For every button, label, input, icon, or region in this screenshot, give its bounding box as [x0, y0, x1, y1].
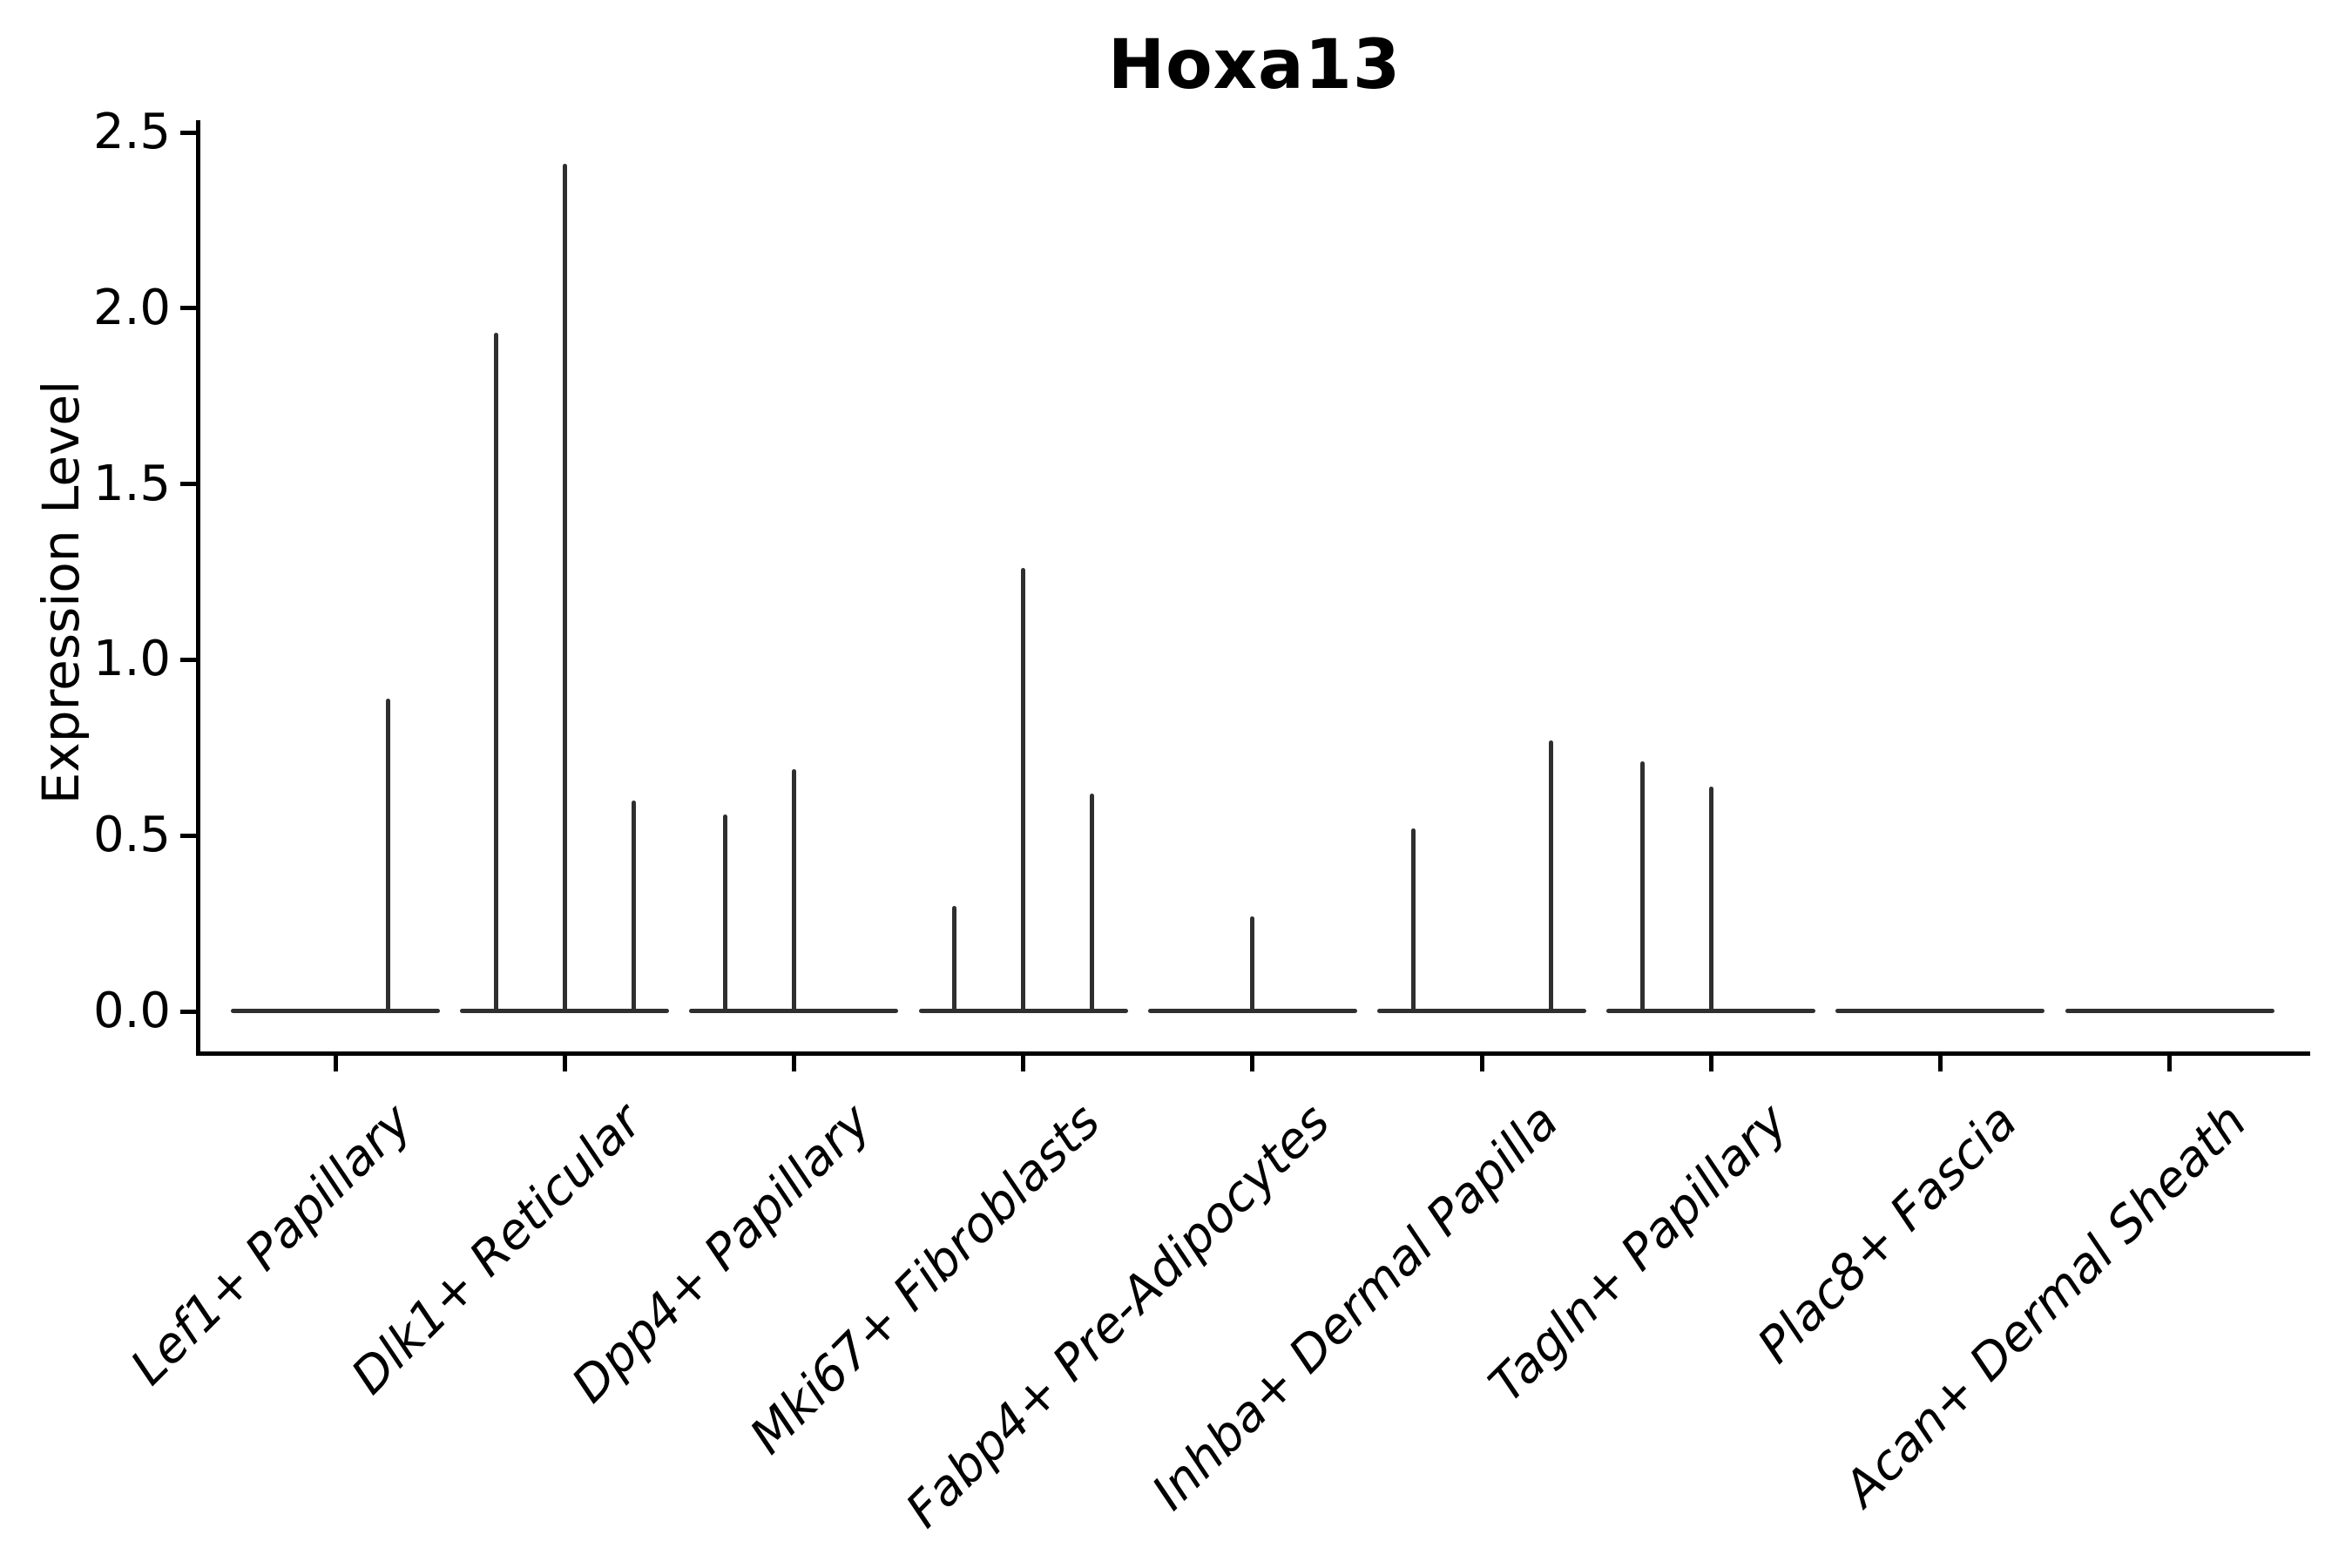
y-tick-mark	[180, 657, 196, 662]
violin-spike	[1021, 568, 1026, 1011]
violin-spike	[791, 768, 796, 1011]
chart-title: Hoxa13	[1107, 26, 1402, 105]
x-tick-mark	[1021, 1056, 1026, 1071]
y-tick-mark	[180, 833, 196, 838]
violin-spike	[1090, 793, 1095, 1011]
x-axis-spine	[196, 1051, 2310, 1056]
violin-zero-line	[1377, 1009, 1586, 1013]
y-tick-mark	[180, 130, 196, 135]
y-axis-spine	[196, 120, 200, 1056]
y-tick-label: 0.5	[92, 807, 171, 864]
y-tick-mark	[180, 1009, 196, 1014]
x-tick-mark	[1937, 1056, 1943, 1071]
violin-zero-line	[2065, 1009, 2274, 1013]
violin-zero-line	[1835, 1009, 2045, 1013]
violin-spike	[1548, 740, 1553, 1011]
y-tick-label: 1.5	[92, 455, 171, 512]
violin-spike	[1250, 916, 1255, 1011]
x-tick-mark	[333, 1056, 338, 1071]
violin-spike	[385, 698, 390, 1011]
x-tick-mark	[2167, 1056, 2173, 1071]
x-tick-mark	[1250, 1056, 1255, 1071]
y-tick-label: 2.5	[92, 104, 171, 160]
x-tick-mark	[791, 1056, 796, 1071]
violin-spike	[1708, 786, 1713, 1011]
y-tick-label: 2.0	[92, 279, 171, 336]
violin-spike	[562, 164, 567, 1011]
y-tick-mark	[180, 482, 196, 487]
y-tick-label: 1.0	[92, 631, 171, 688]
x-tick-label: Fabp4+ Pre-Adipocytes	[895, 1093, 1341, 1539]
x-tick-label: Acan+ Dermal Sheath	[1833, 1093, 2258, 1517]
violin-spike	[493, 333, 498, 1011]
x-tick-mark	[562, 1056, 567, 1071]
y-tick-mark	[180, 306, 196, 311]
violin-spike	[722, 814, 727, 1011]
violin-spike	[1639, 761, 1645, 1011]
x-tick-mark	[1708, 1056, 1713, 1071]
x-tick-label: Inhba+ Dermal Papilla	[1141, 1093, 1570, 1522]
violin-spike	[1410, 828, 1416, 1011]
violin-zero-line	[231, 1009, 440, 1013]
y-tick-label: 0.0	[92, 983, 171, 1039]
violin-spike	[952, 905, 957, 1011]
violin-spike	[631, 800, 636, 1011]
x-tick-mark	[1479, 1056, 1484, 1071]
